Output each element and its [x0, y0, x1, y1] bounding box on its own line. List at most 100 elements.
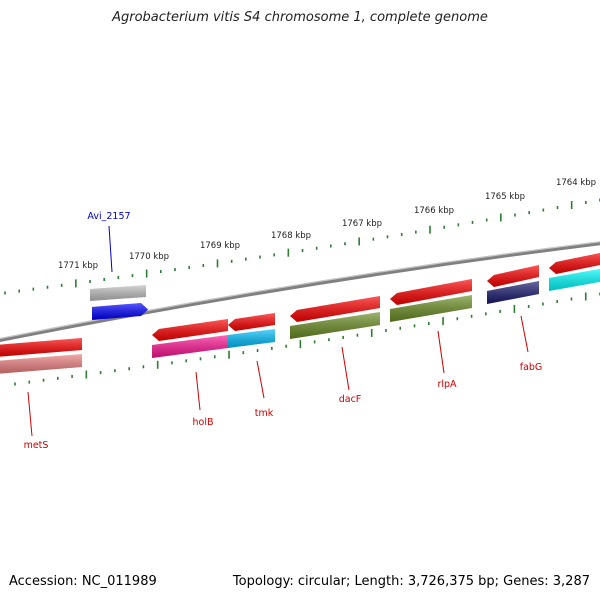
scale-tick: [156, 360, 159, 369]
scale-tick: [385, 329, 387, 333]
scale-tick: [356, 333, 359, 337]
scale-tick: [528, 211, 530, 215]
scale-tick: [499, 309, 501, 313]
callout-line-holB: [195, 371, 201, 411]
gene-unnamed-shade: [549, 253, 600, 274]
scale-label: 1771 kbp: [58, 261, 98, 271]
callout-line-tmk: [256, 360, 265, 399]
callout-line-dacF: [341, 346, 350, 391]
scale-label: 1770 kbp: [129, 252, 169, 262]
scale-tick: [28, 380, 31, 384]
scale-tick: [556, 299, 558, 303]
scale-tick: [216, 259, 219, 268]
gene-function-Avi_2157-shade: [90, 285, 146, 301]
scale-tick: [245, 257, 247, 261]
scale-tick: [285, 344, 287, 348]
scale-tick: [500, 213, 502, 222]
scale-label: 1767 kbp: [342, 219, 382, 229]
scale-tick: [14, 382, 16, 386]
gene-rlpA-shade: [390, 279, 472, 305]
scale-tick: [57, 376, 59, 380]
scale-tick: [99, 371, 102, 375]
scale-tick: [71, 374, 73, 378]
scale-tick: [542, 302, 544, 306]
scale-tick: [42, 378, 45, 382]
gene-function-tmk-shade: [228, 329, 275, 348]
scale-tick: [259, 255, 261, 259]
scale-tick: [470, 314, 473, 318]
scale-tick: [185, 359, 188, 363]
scale-tick: [485, 218, 488, 222]
scale-tick: [242, 351, 245, 355]
scale-tick: [542, 208, 545, 212]
scale-tick: [213, 355, 216, 359]
scale-tick: [330, 244, 332, 248]
scale-tick: [202, 263, 205, 267]
scale-tick: [273, 253, 275, 257]
scale-tick: [313, 340, 316, 344]
scale-tick: [228, 350, 230, 359]
gene-label-dacF: dacF: [339, 394, 362, 405]
scale-tick: [427, 322, 430, 326]
gene-function-metS-shade: [0, 354, 82, 374]
scale-tick: [443, 225, 445, 229]
scale-tick: [114, 369, 116, 373]
callout-line-Avi_2157: [108, 225, 113, 273]
scale-tick: [32, 287, 35, 291]
scale-tick: [75, 279, 77, 288]
scale-tick: [429, 225, 431, 234]
scale-tick: [372, 237, 375, 241]
scale-tick: [131, 274, 134, 278]
scale-tick: [89, 279, 91, 283]
scale-tick: [485, 312, 487, 316]
scale-label: 1764 kbp: [556, 178, 596, 188]
scale-tick: [370, 328, 373, 337]
scale-tick: [230, 259, 233, 263]
gene-metS-shade: [0, 338, 82, 357]
scale-tick: [514, 213, 516, 217]
gene-function-rlpA-shade: [390, 295, 472, 322]
scale-tick: [46, 285, 49, 289]
scale-tick: [471, 220, 474, 224]
scale-tick: [256, 349, 259, 353]
scale-tick: [358, 237, 360, 246]
scale-tick: [457, 223, 460, 227]
outer-scale-ticks: [4, 198, 600, 295]
scale-labels: 1771 kbp 1770 kbp 1769 kbp 1768 kbp 1767 kbp…: [58, 178, 596, 271]
scale-tick: [103, 278, 105, 281]
gene-label-tmk: tmk: [255, 408, 274, 419]
scale-tick: [301, 249, 304, 252]
scale-tick: [527, 304, 530, 308]
scale-tick: [4, 291, 6, 295]
scale-tick: [171, 361, 173, 365]
gene-features: [0, 253, 600, 374]
scale-tick: [271, 346, 273, 350]
accession-label: Accession: NC_011989: [9, 574, 157, 589]
genome-backbone-highlight: [0, 241, 600, 340]
gene-fabG-shade: [487, 265, 539, 287]
scale-label: 1768 kbp: [271, 231, 311, 241]
scale-tick: [188, 266, 190, 270]
scale-tick: [342, 335, 344, 339]
map-title: Agrobacterium vitis S4 chromosome 1, com…: [112, 10, 488, 25]
scale-tick: [128, 367, 130, 371]
gene-callouts: metS holB tmk dacF rlpA fabG Avi_2157: [24, 211, 543, 451]
scale-tick: [117, 276, 120, 280]
scale-label: 1766 kbp: [414, 206, 454, 216]
gene-holB-shade: [152, 319, 228, 341]
gene-tmk-shade: [228, 313, 275, 331]
gene-function-dacF-shade: [290, 312, 380, 339]
scale-tick: [299, 340, 302, 349]
scale-tick: [160, 270, 162, 274]
scale-tick: [142, 365, 145, 369]
scale-tick: [386, 235, 389, 239]
scale-tick: [199, 357, 202, 361]
gene-function-holB-shade: [152, 335, 228, 358]
scale-tick: [570, 297, 573, 301]
callout-line-fabG: [520, 315, 529, 353]
scale-tick: [400, 232, 403, 236]
gene-label-rlpA: rlpA: [437, 379, 457, 390]
genome-backbone: [0, 241, 600, 343]
scale-tick: [18, 289, 20, 293]
scale-tick: [287, 248, 290, 257]
